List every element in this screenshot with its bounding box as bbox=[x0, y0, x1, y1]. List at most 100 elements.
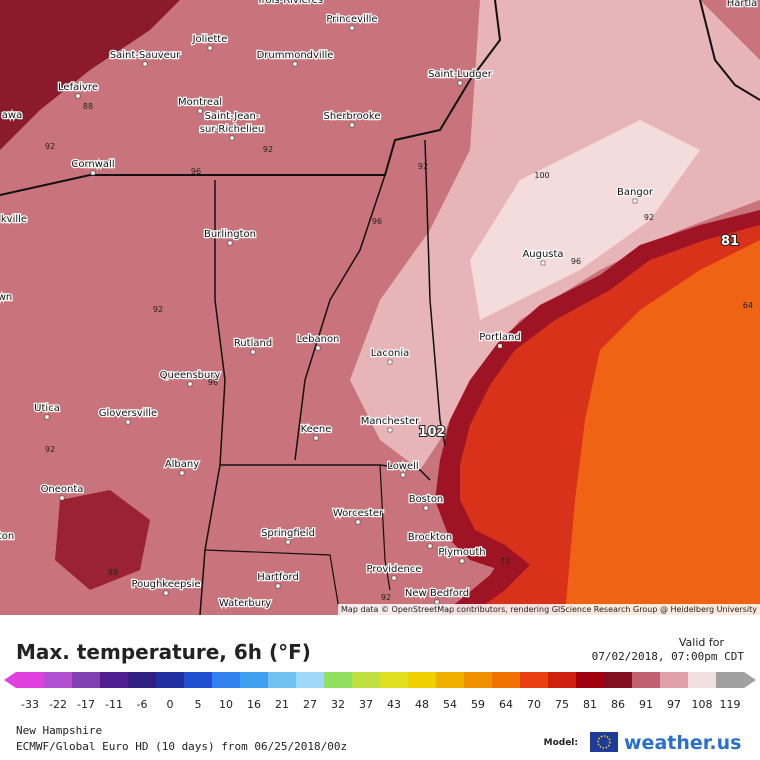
city-label: awa bbox=[2, 110, 22, 121]
contour-label: 92 bbox=[45, 142, 55, 151]
border bbox=[379, 464, 391, 591]
colorbar-tick-label: 75 bbox=[555, 698, 569, 711]
city-label: Waterbury bbox=[219, 598, 271, 609]
city-marker bbox=[142, 61, 148, 67]
city-label: Lowell bbox=[387, 461, 418, 472]
colorbar-segment bbox=[184, 672, 213, 688]
city-marker bbox=[179, 470, 185, 476]
colorbar-segment bbox=[100, 672, 129, 688]
city-label: Laconia bbox=[371, 348, 410, 359]
colorbar-tick-label: -22 bbox=[49, 698, 67, 711]
city-label: Augusta bbox=[522, 249, 563, 260]
city-marker bbox=[632, 198, 638, 204]
city-marker bbox=[44, 414, 50, 420]
colorbar-tick-label: 70 bbox=[527, 698, 541, 711]
colorbar-segment bbox=[268, 672, 297, 688]
city-marker bbox=[427, 543, 433, 549]
colorbar-tick-label: 16 bbox=[247, 698, 261, 711]
city-label: Boston bbox=[409, 494, 444, 505]
colorbar-tick-label: 59 bbox=[471, 698, 485, 711]
colorbar-tick-label: 64 bbox=[499, 698, 513, 711]
border bbox=[199, 180, 226, 616]
city-label: Oneonta bbox=[41, 484, 84, 495]
colorbar-segment bbox=[604, 672, 633, 688]
city-label: Rutland bbox=[234, 338, 272, 349]
border bbox=[204, 549, 341, 616]
colorbar-segment bbox=[16, 672, 45, 688]
city-marker bbox=[90, 170, 96, 176]
city-marker bbox=[125, 419, 131, 425]
city-label: Lefaivre bbox=[58, 82, 98, 93]
colorbar-segment bbox=[324, 672, 353, 688]
colorbar-tick-label: 32 bbox=[331, 698, 345, 711]
model-label: Model: bbox=[544, 738, 578, 748]
colorbar-segment bbox=[520, 672, 549, 688]
colorbar-segment bbox=[576, 672, 605, 688]
valid-time: 07/02/2018, 07:00pm CDT bbox=[592, 650, 745, 663]
colorbar-tick-label: 91 bbox=[639, 698, 653, 711]
contour-label: 102 bbox=[418, 425, 445, 440]
city-label: Drummondville bbox=[257, 50, 334, 61]
colorbar-segment bbox=[464, 672, 493, 688]
colorbar-tick-label: 48 bbox=[415, 698, 429, 711]
legend: Max. temperature, 6h (°F) Valid for 07/0… bbox=[4, 636, 756, 754]
city-label: Providence bbox=[366, 564, 421, 575]
contour-label: 100 bbox=[534, 171, 549, 180]
colorbar-end bbox=[744, 672, 756, 688]
city-marker bbox=[187, 381, 193, 387]
city-marker bbox=[285, 539, 291, 545]
hot-area bbox=[0, 0, 180, 150]
city-marker bbox=[349, 122, 355, 128]
city-label: Poughkeepsie bbox=[131, 579, 200, 590]
colorbar-segment bbox=[156, 672, 185, 688]
city-marker bbox=[313, 435, 319, 441]
city-label: Trois-Rivières bbox=[256, 0, 323, 6]
contour-label: 92 bbox=[418, 162, 428, 171]
city-label: Gloversville bbox=[99, 408, 157, 419]
city-label: Sherbrooke bbox=[323, 111, 380, 122]
colorbar-tick-label: 119 bbox=[720, 698, 741, 711]
city-label: ton bbox=[0, 531, 14, 542]
city-marker bbox=[229, 135, 235, 141]
colorbar-segment bbox=[688, 672, 717, 688]
border bbox=[220, 464, 431, 481]
contour-label: 96 bbox=[571, 257, 581, 266]
colorbar-tick-label: 108 bbox=[692, 698, 713, 711]
colorbar-segment bbox=[380, 672, 409, 688]
contour-label: 88 bbox=[83, 102, 93, 111]
colorbar-segment bbox=[548, 672, 577, 688]
colorbar-tick-label: 10 bbox=[219, 698, 233, 711]
city-label: kville bbox=[1, 214, 27, 225]
city-label: Manchester bbox=[361, 416, 420, 427]
city-marker bbox=[387, 427, 393, 433]
colorbar-tick-label: 54 bbox=[443, 698, 457, 711]
city-label: Hartford bbox=[257, 572, 299, 583]
contour-label: 92 bbox=[381, 593, 391, 602]
colorbar-segment bbox=[660, 672, 689, 688]
city-label: Montreal bbox=[178, 97, 222, 108]
colorbar-segment bbox=[436, 672, 465, 688]
contour-label: 64 bbox=[743, 301, 753, 310]
city-label: Plymouth bbox=[438, 547, 485, 558]
attribution: Map data © OpenStreetMap contributors, r… bbox=[341, 605, 757, 614]
colorbar-tick-label: -17 bbox=[77, 698, 95, 711]
colorbar-end bbox=[4, 672, 16, 688]
colorbar-segment bbox=[632, 672, 661, 688]
legend-title: Max. temperature, 6h (°F) bbox=[16, 640, 311, 664]
city-marker bbox=[349, 25, 355, 31]
city-label: Albany bbox=[165, 459, 199, 470]
contour-label: 88 bbox=[108, 568, 118, 577]
city-label: Princeville bbox=[326, 14, 377, 25]
city-marker bbox=[457, 80, 463, 86]
city-label: Worcester bbox=[333, 508, 384, 519]
city-label: Bangor bbox=[617, 187, 654, 198]
border bbox=[294, 174, 386, 461]
attribution-bg bbox=[338, 604, 760, 615]
coolest-area bbox=[470, 120, 700, 320]
contour-label: 81 bbox=[721, 234, 739, 249]
city-marker bbox=[227, 240, 233, 246]
city-marker bbox=[355, 519, 361, 525]
border bbox=[0, 0, 502, 196]
colorbar-tick-label: -6 bbox=[137, 698, 148, 711]
